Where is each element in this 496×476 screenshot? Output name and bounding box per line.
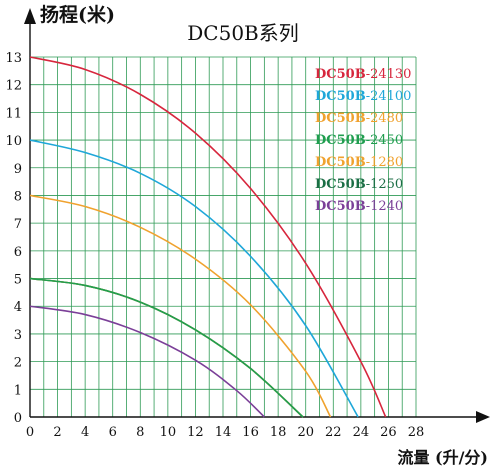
x-tick-label: 16 [242, 425, 259, 440]
series-line [29, 277, 304, 418]
x-tick-label: 22 [325, 425, 342, 440]
x-tick-label: 8 [136, 425, 144, 440]
y-tick-label: 12 [5, 79, 22, 94]
series-lines [29, 56, 387, 418]
y-tick-label: 0 [14, 411, 22, 426]
legend-entry-code: -1240 [366, 199, 403, 214]
y-tick-label: 5 [14, 273, 22, 288]
series-line [29, 277, 304, 418]
y-tick-label: 4 [14, 300, 22, 315]
legend-entry-code: -24100 [366, 89, 412, 104]
y-tick-label: 11 [5, 106, 22, 121]
x-tick-label: 24 [353, 425, 370, 440]
y-tick-label: 1 [14, 383, 22, 398]
x-tick-label: 14 [215, 425, 232, 440]
x-tick-label: 18 [270, 425, 287, 440]
chart-title: DC50B系列 [187, 21, 298, 45]
legend-entry-model: DC50B [315, 89, 366, 104]
legend-entry: DC50B-2480 [315, 111, 403, 126]
y-tick-label: 7 [14, 217, 22, 232]
grid [29, 56, 417, 418]
y-tick-label: 6 [14, 245, 22, 260]
legend-entry: DC50B-24100 [315, 89, 411, 104]
x-axis-arrow [476, 411, 490, 423]
legend-entry: DC50B-24130 [315, 67, 411, 82]
x-tick-label: 10 [160, 425, 177, 440]
legend-entry-model: DC50B [315, 111, 366, 126]
series-line [29, 194, 332, 418]
x-tick-label: 26 [380, 425, 397, 440]
legend-entry-model: DC50B [315, 155, 366, 170]
x-tick-label: 20 [297, 425, 314, 440]
legend-entry-model: DC50B [315, 177, 366, 192]
y-tick-label: 3 [14, 328, 22, 343]
legend-entry-code: -1250 [366, 177, 403, 192]
legend-entry-code: -1280 [366, 155, 403, 170]
series-line [29, 56, 387, 418]
legend-entry-code: -24130 [366, 67, 412, 82]
legend-entry-model: DC50B [315, 199, 366, 214]
y-tick-label: 10 [5, 134, 22, 149]
x-tick-label: 0 [26, 425, 34, 440]
legend-entry: DC50B-1250 [315, 177, 403, 192]
x-tick-label: 2 [53, 425, 61, 440]
x-tick-label: 6 [109, 425, 117, 440]
x-axis-label: 流量 (升/分) [397, 448, 488, 467]
series-line [29, 277, 304, 418]
y-tick-label: 2 [14, 356, 22, 371]
x-tick-label: 12 [187, 425, 204, 440]
axes: 0 2 4 6 8 10 12 14 16 18 20 22 24 26 28012345678910111… [5, 8, 490, 440]
y-tick-label: 13 [5, 51, 22, 66]
y-axis-arrow [24, 8, 36, 24]
legend-entry: DC50B-2450 [315, 133, 403, 148]
legend-entry-model: DC50B [315, 67, 366, 82]
legend-entry-code: -2480 [366, 111, 403, 126]
legend-entry: DC50B-1280 [315, 155, 403, 170]
series-line [29, 139, 359, 418]
y-axis-label: 扬程(米) [40, 3, 115, 26]
y-tick-label: 9 [14, 162, 22, 177]
legend-entry-code: -2450 [366, 133, 403, 148]
series-line [29, 305, 265, 418]
legend-entry-model: DC50B [315, 133, 366, 148]
legend-entry: DC50B-1240 [315, 199, 403, 214]
x-tick-label: 4 [81, 425, 89, 440]
x-tick-label: 28 [408, 425, 425, 440]
legend: DC50B-24130DC50B-24100DC50B-2480DC50B-24… [315, 67, 411, 214]
y-tick-label: 8 [14, 189, 22, 204]
